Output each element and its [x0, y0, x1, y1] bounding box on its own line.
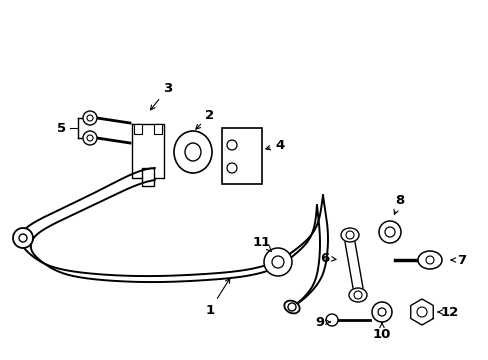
Text: 7: 7: [450, 253, 466, 266]
Text: 10: 10: [372, 323, 390, 342]
Text: 6: 6: [320, 252, 335, 265]
Circle shape: [87, 135, 93, 141]
Ellipse shape: [378, 221, 400, 243]
Text: 8: 8: [393, 194, 404, 214]
Circle shape: [425, 256, 433, 264]
Bar: [154, 124, 162, 134]
Ellipse shape: [340, 228, 358, 242]
Ellipse shape: [371, 302, 391, 322]
Ellipse shape: [284, 301, 299, 314]
Text: 4: 4: [265, 139, 284, 152]
Circle shape: [325, 314, 337, 326]
Text: 1: 1: [205, 278, 229, 316]
Circle shape: [416, 307, 426, 317]
Ellipse shape: [348, 288, 366, 302]
Ellipse shape: [377, 308, 385, 316]
Ellipse shape: [384, 227, 394, 237]
Circle shape: [83, 111, 97, 125]
Ellipse shape: [174, 131, 212, 173]
Text: 5: 5: [57, 122, 66, 135]
Circle shape: [226, 163, 237, 173]
Text: 11: 11: [252, 235, 271, 251]
Ellipse shape: [264, 248, 291, 276]
Circle shape: [13, 228, 33, 248]
Circle shape: [19, 234, 27, 242]
Circle shape: [83, 131, 97, 145]
Circle shape: [287, 303, 295, 311]
Circle shape: [226, 140, 237, 150]
Text: 2: 2: [195, 108, 214, 129]
Circle shape: [353, 291, 361, 299]
Circle shape: [346, 231, 353, 239]
Text: 3: 3: [150, 81, 172, 110]
Circle shape: [87, 115, 93, 121]
Ellipse shape: [417, 251, 441, 269]
Ellipse shape: [271, 256, 284, 268]
Bar: [222, 128, 262, 184]
Polygon shape: [410, 299, 432, 325]
Ellipse shape: [184, 143, 201, 161]
Bar: [134, 124, 142, 134]
Text: 9: 9: [315, 315, 330, 328]
Text: 12: 12: [437, 306, 458, 319]
